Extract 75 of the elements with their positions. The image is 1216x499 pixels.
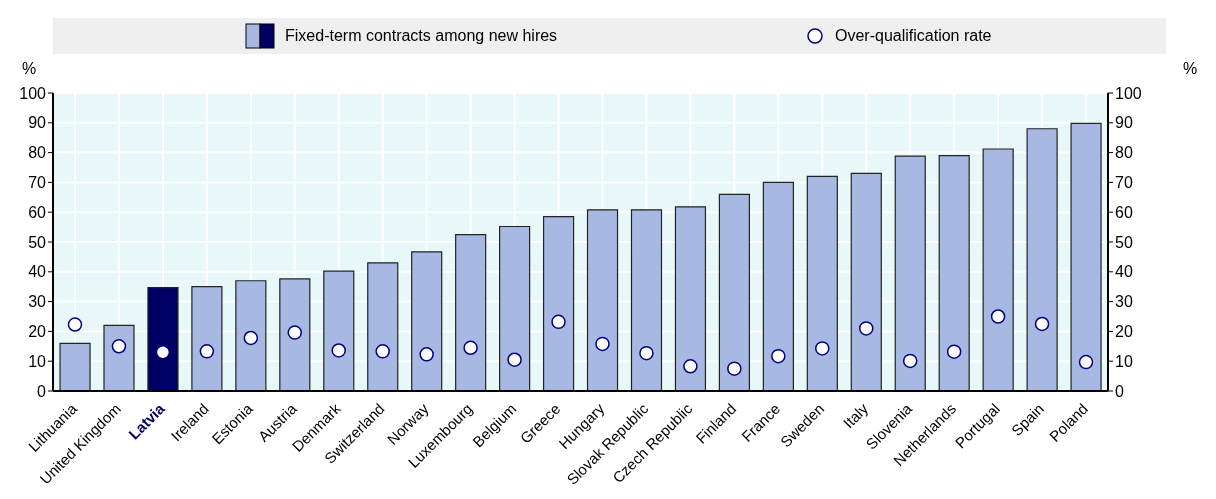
y2-tick-label: 0	[1115, 382, 1124, 400]
point	[287, 325, 303, 340]
y2-tick-label: 10	[1115, 352, 1133, 370]
y2-tick-label: 40	[1115, 263, 1133, 281]
point	[858, 321, 874, 336]
y2-tick-label: 60	[1115, 203, 1133, 221]
bar	[191, 286, 223, 391]
point	[375, 344, 390, 359]
bar	[323, 270, 355, 391]
y-tick-label: 60	[28, 203, 47, 221]
bar	[235, 280, 267, 391]
y2-axis-title: %	[1183, 60, 1198, 78]
y2-tick-label: 90	[1115, 114, 1133, 132]
bar	[806, 175, 838, 391]
bar	[850, 172, 882, 391]
bar	[1070, 122, 1102, 391]
y-tick-label: 10	[28, 352, 47, 370]
bar	[499, 225, 531, 391]
point	[67, 317, 83, 332]
point	[815, 341, 830, 356]
y-tick-label: 40	[28, 263, 47, 281]
point	[946, 344, 962, 359]
point	[727, 361, 742, 376]
y-axis-title: %	[22, 60, 37, 78]
bar	[59, 342, 91, 391]
legend-label: Over-qualification rate	[835, 27, 992, 45]
bar	[630, 209, 663, 391]
point	[683, 359, 698, 374]
legend-label: Fixed-term contracts among new hires	[285, 27, 558, 45]
point	[243, 330, 259, 346]
x-tick-label: Italy	[839, 399, 872, 432]
y2-tick-label: 80	[1115, 144, 1133, 162]
bar	[982, 148, 1014, 391]
bar	[411, 251, 443, 391]
point	[639, 345, 654, 361]
y-tick-label: 50	[28, 233, 47, 251]
bar	[455, 233, 487, 391]
y2-tick-label: 100	[1115, 84, 1142, 102]
point	[463, 340, 478, 356]
bar	[718, 193, 751, 391]
point	[111, 339, 127, 354]
bar	[938, 154, 970, 391]
bar	[586, 209, 619, 391]
bar	[147, 286, 179, 391]
bar	[674, 206, 707, 391]
point	[199, 344, 215, 359]
y2-tick-label: 70	[1115, 174, 1133, 192]
y2-tick-label: 30	[1115, 293, 1133, 311]
y-tick-label: 80	[28, 144, 47, 162]
bar	[279, 278, 311, 391]
point	[419, 347, 434, 362]
y-tick-label: 20	[28, 323, 47, 341]
y2-tick-label: 20	[1115, 323, 1133, 341]
bar	[367, 262, 399, 391]
point	[507, 352, 522, 367]
y2-tick-label: 50	[1115, 233, 1133, 251]
bar	[762, 181, 794, 391]
y-tick-label: 90	[28, 114, 47, 132]
point	[771, 348, 786, 364]
point	[551, 314, 566, 330]
point	[595, 336, 610, 352]
y-tick-label: 100	[19, 84, 47, 102]
y-tick-label: 70	[28, 174, 47, 192]
point	[1078, 354, 1094, 370]
point	[1034, 316, 1050, 332]
y-tick-label: 0	[37, 382, 47, 400]
bar	[894, 155, 926, 391]
bar	[1026, 128, 1058, 391]
point	[902, 353, 918, 369]
point	[990, 309, 1006, 324]
point	[331, 343, 346, 358]
bar	[103, 324, 135, 391]
point	[155, 345, 171, 360]
y-tick-label: 30	[28, 293, 47, 311]
bar	[542, 216, 575, 391]
